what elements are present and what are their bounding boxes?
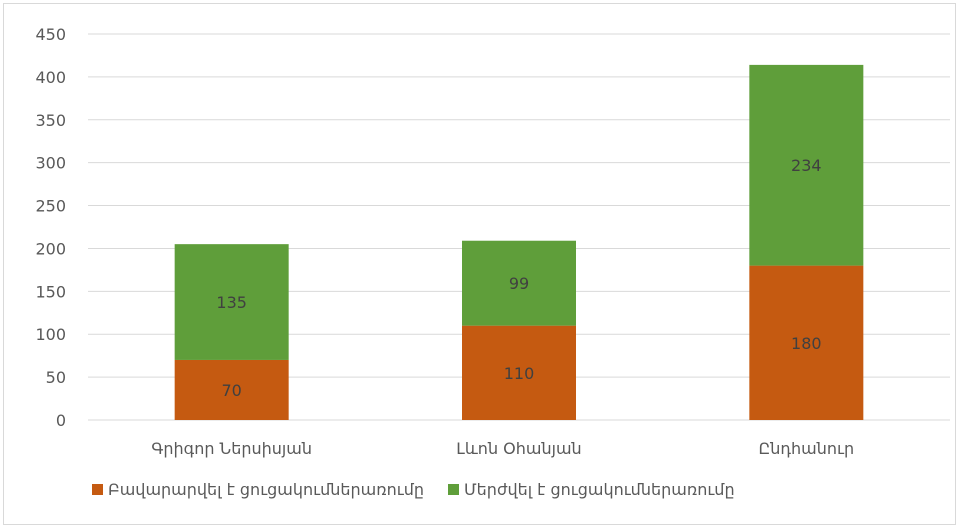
bar-series0-cat2: [749, 265, 864, 420]
x-axis-categories: Գրիգոր Ներսիսյան Լևոն Օհանյան Ընդհանուր: [151, 439, 854, 458]
category-label: Գրիգոր Ներսիսյան: [151, 439, 312, 458]
data-label: 135: [216, 293, 247, 312]
category-label: Ընդհանուր: [759, 439, 855, 458]
y-tick-label: 100: [35, 325, 66, 344]
data-label: 234: [791, 156, 822, 175]
y-axis-ticks: 0 50 100 150 200 250 300 350 400 450: [35, 25, 66, 430]
chart-frame: 0 50 100 150 200 250 300 350 400 450 70 135 110 99 18…: [3, 3, 956, 525]
legend-swatch: [92, 484, 103, 495]
data-label: 70: [221, 381, 241, 400]
bar-series1-cat2: [749, 64, 864, 266]
data-labels: 70 135 110 99 180 234: [216, 156, 821, 400]
y-tick-label: 150: [35, 282, 66, 301]
y-tick-label: 350: [35, 111, 66, 130]
legend-label: Բավարարվել է ցուցակումներառումը: [108, 480, 424, 499]
data-label: 99: [509, 274, 529, 293]
legend-swatch: [448, 484, 459, 495]
y-tick-label: 200: [35, 239, 66, 258]
y-tick-label: 300: [35, 154, 66, 173]
y-tick-label: 0: [56, 411, 66, 430]
bar-series1-cat0: [174, 244, 289, 360]
category-label: Լևոն Օհանյան: [456, 439, 581, 458]
y-tick-label: 450: [35, 25, 66, 44]
bars: [174, 64, 864, 420]
legend: Բավարարվել է ցուցակումներառումը Մերժվել է…: [92, 480, 735, 499]
bar-series0-cat0: [174, 359, 289, 420]
y-tick-label: 250: [35, 197, 66, 216]
data-label: 180: [791, 334, 822, 353]
data-label: 110: [504, 364, 535, 383]
bar-series0-cat1: [462, 325, 576, 420]
legend-label: Մերժվել է ցուցակումներառումը: [464, 480, 735, 499]
y-tick-label: 400: [35, 68, 66, 87]
y-tick-label: 50: [46, 368, 66, 387]
bar-series1-cat1: [462, 240, 576, 326]
stacked-bar-chart: 0 50 100 150 200 250 300 350 400 450 70 135 110 99 18…: [35, 25, 950, 499]
